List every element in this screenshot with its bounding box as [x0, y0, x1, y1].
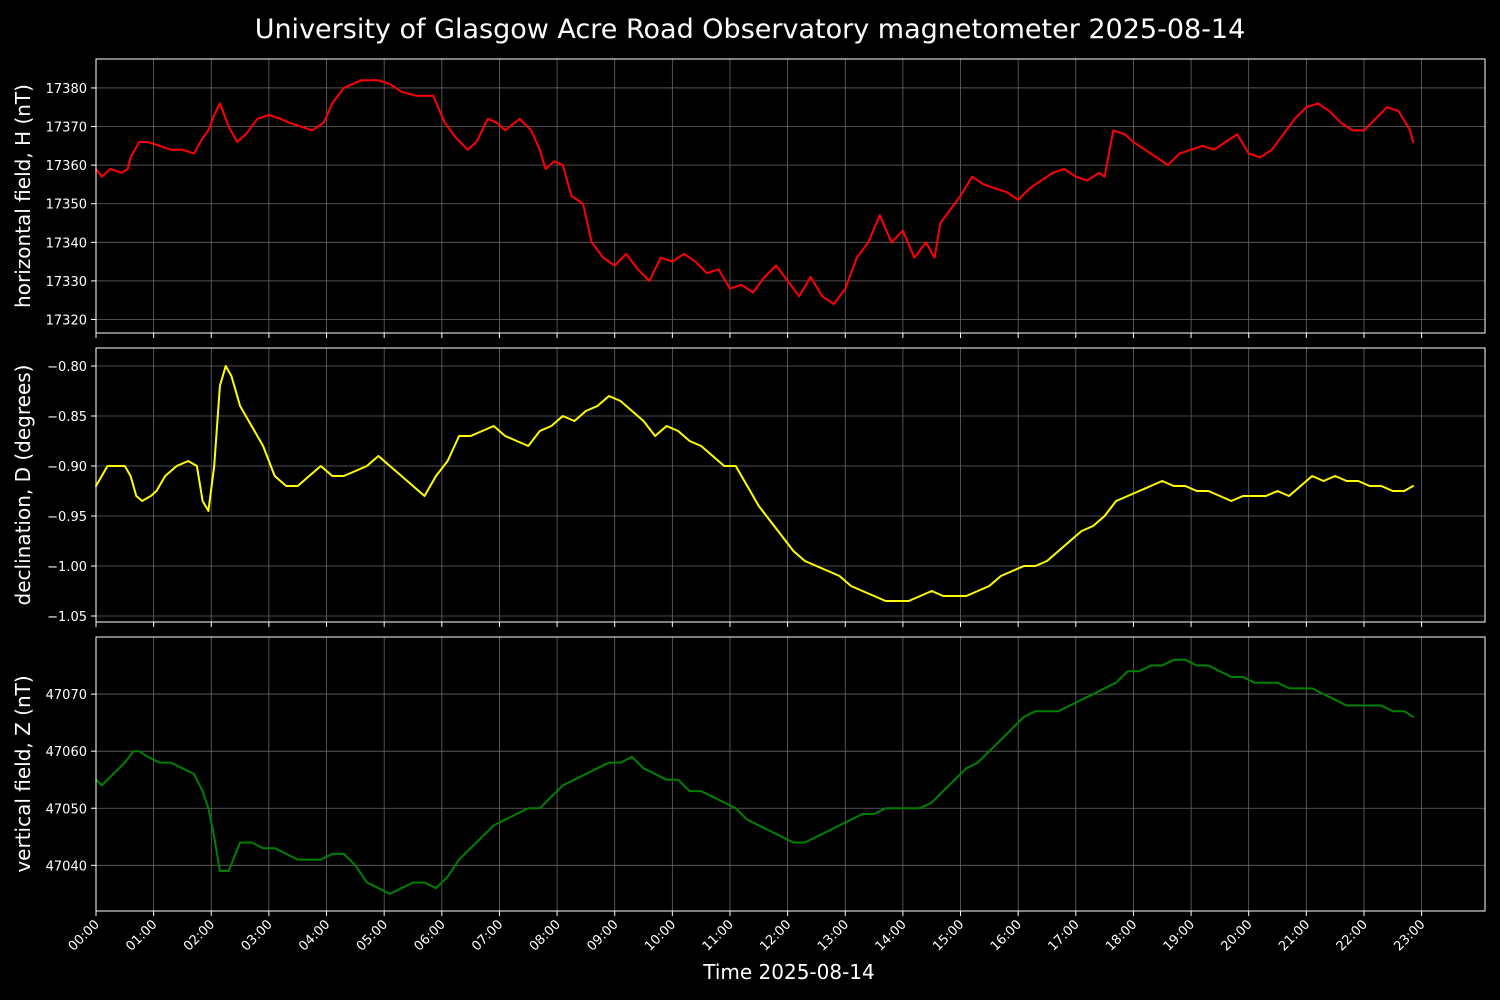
y-tick-label: −0.85 — [47, 410, 87, 425]
x-tick-label: 08:00 — [527, 917, 564, 954]
x-tick-label: 00:00 — [66, 917, 103, 954]
x-tick-label: 16:00 — [988, 917, 1025, 954]
x-tick-label: 18:00 — [1103, 917, 1140, 954]
y-axis-label: declination, D (degrees) — [11, 365, 35, 606]
y-tick-label: 47040 — [46, 859, 87, 874]
x-tick-label: 14:00 — [873, 917, 910, 954]
x-axis-label: Time 2025-08-14 — [703, 960, 875, 984]
x-tick-label: 07:00 — [469, 917, 506, 954]
x-tick-label: 05:00 — [354, 917, 391, 954]
y-tick-label: −1.05 — [47, 610, 87, 625]
y-tick-label: −1.00 — [47, 560, 87, 575]
data-series-line — [95, 658, 1414, 895]
y-tick-label: 47070 — [46, 688, 87, 703]
y-tick-label: −0.90 — [47, 460, 87, 475]
x-tick-label: 11:00 — [700, 917, 737, 954]
y-tick-label: 47060 — [46, 745, 87, 760]
x-tick-label: 06:00 — [412, 917, 449, 954]
y-tick-label: 17320 — [46, 313, 87, 328]
plot-frame — [95, 636, 1486, 912]
plot-frame — [95, 58, 1486, 334]
chart-title: University of Glasgow Acre Road Observat… — [254, 14, 1246, 45]
y-axis-label: horizontal field, H (nT) — [11, 84, 35, 308]
x-tick-label: 01:00 — [123, 917, 160, 954]
x-tick-label: 12:00 — [757, 917, 794, 954]
x-tick-label: 03:00 — [239, 917, 276, 954]
x-tick-label: 13:00 — [815, 917, 852, 954]
data-series-line — [95, 365, 1414, 602]
plot-frame — [95, 347, 1486, 623]
y-axis-label: vertical field, Z (nT) — [11, 675, 35, 872]
y-tick-label: 17330 — [46, 275, 87, 290]
y-tick-label: 17340 — [46, 236, 87, 251]
data-series-line — [95, 79, 1414, 306]
x-tick-label: 04:00 — [296, 917, 333, 954]
y-tick-label: −0.80 — [47, 360, 87, 375]
y-tick-label: 17380 — [46, 82, 87, 97]
y-tick-label: 17360 — [46, 159, 87, 174]
x-tick-label: 20:00 — [1218, 917, 1255, 954]
x-tick-label: 15:00 — [930, 917, 967, 954]
x-tick-label: 17:00 — [1046, 917, 1083, 954]
x-tick-label: 19:00 — [1161, 917, 1198, 954]
x-tick-label: 02:00 — [181, 917, 218, 954]
x-tick-label: 22:00 — [1334, 917, 1371, 954]
y-tick-label: 17350 — [46, 198, 87, 213]
x-tick-label: 21:00 — [1276, 917, 1313, 954]
y-tick-label: 17370 — [46, 121, 87, 136]
x-tick-label: 09:00 — [584, 917, 621, 954]
y-tick-label: −0.95 — [47, 510, 87, 525]
x-tick-label: 23:00 — [1391, 917, 1428, 954]
x-tick-label: 10:00 — [642, 917, 679, 954]
y-tick-label: 47050 — [46, 802, 87, 817]
